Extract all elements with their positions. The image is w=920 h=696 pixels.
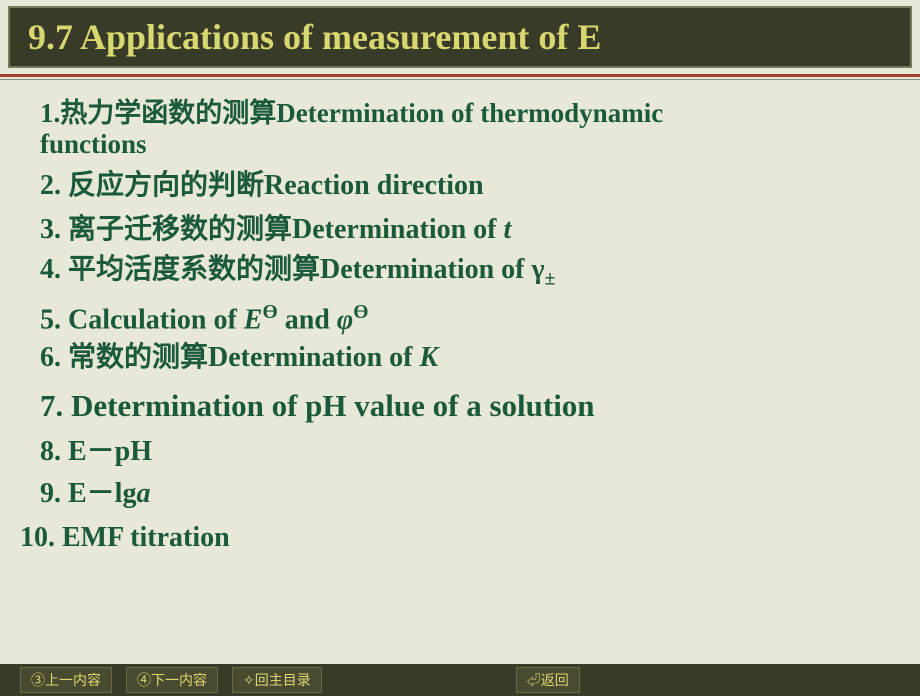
item-4-pm: ± xyxy=(545,269,556,290)
item-4-gamma: γ xyxy=(532,254,545,285)
list-item-2: 2. 反应方向的判断Reaction direction xyxy=(40,170,890,202)
item-6-K: K xyxy=(420,342,439,373)
item-4-text: 4. 平均活度系数的测算Determination of xyxy=(40,254,532,285)
item-6-text: 6. 常数的测算Determination of xyxy=(40,342,420,373)
divider-red xyxy=(0,74,920,77)
item-5-phi: φ xyxy=(337,304,353,335)
item-5-text: 5. Calculation of xyxy=(40,304,244,335)
next-button[interactable]: ④下一内容 xyxy=(126,667,218,693)
item-5-theta2: Ө xyxy=(353,302,368,323)
list-item-6: 6. 常数的测算Determination of K xyxy=(40,342,890,374)
slide-title: 9.7 Applications of measurement of E xyxy=(28,16,892,58)
divider-gray xyxy=(0,79,920,80)
item-5-and: and xyxy=(278,304,337,335)
list-item-4: 4. 平均活度系数的测算Determination of γ± xyxy=(40,254,890,291)
item-3-var: t xyxy=(504,214,512,245)
item-9-a: a xyxy=(136,478,150,509)
list-item-10: 10. EMF titration xyxy=(20,522,890,554)
list-item-5: 5. Calculation of EӨ and φӨ xyxy=(40,302,890,337)
list-item-7: 7. Determination of pH value of a soluti… xyxy=(40,388,890,424)
toc-button[interactable]: ✧回主目录 xyxy=(232,667,322,693)
prev-button[interactable]: ③上一内容 xyxy=(20,667,112,693)
list-item-1: 1.热力学函数的测算Determination of thermodynamic… xyxy=(40,98,890,160)
item-5-E: E xyxy=(244,304,263,335)
title-bar: 9.7 Applications of measurement of E xyxy=(8,6,912,68)
list-item-3: 3. 离子迁移数的测算Determination of t xyxy=(40,214,890,246)
item-9-text: 9. E－lg xyxy=(40,478,136,509)
footer-bar: ③上一内容 ④下一内容 ✧回主目录 ⏎返回 xyxy=(0,664,920,696)
list-item-8: 8. E－pH xyxy=(40,436,890,468)
content-area: 1.热力学函数的测算Determination of thermodynamic… xyxy=(0,98,920,555)
item-1-line2: functions xyxy=(40,129,147,159)
list-item-9: 9. E－lga xyxy=(40,478,890,510)
item-3-text: 3. 离子迁移数的测算Determination of xyxy=(40,214,504,245)
item-5-theta1: Ө xyxy=(262,302,277,323)
back-button[interactable]: ⏎返回 xyxy=(516,667,580,693)
item-1-line1: 1.热力学函数的测算Determination of thermodynamic xyxy=(40,98,663,128)
